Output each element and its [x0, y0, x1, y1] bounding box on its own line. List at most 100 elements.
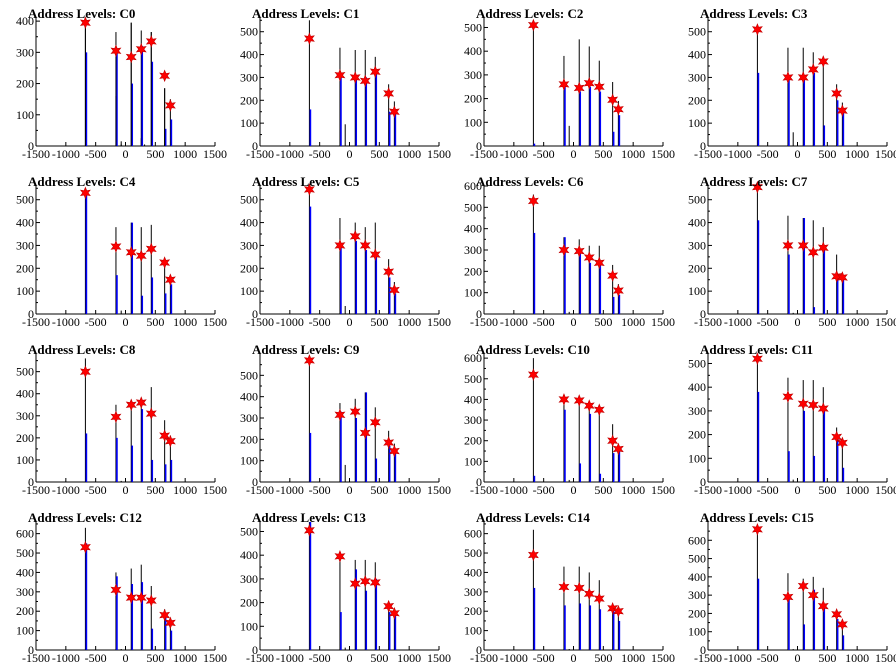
- star-marker: [135, 249, 147, 263]
- x-tick-label: 1500: [875, 483, 896, 497]
- chart-title: Address Levels: C7: [700, 174, 808, 189]
- star-marker: [573, 81, 585, 95]
- y-tick-label: 100: [464, 624, 482, 638]
- star-marker: [558, 243, 570, 257]
- x-tick-label: 1500: [875, 315, 896, 329]
- y-tick-label: 0: [252, 475, 258, 489]
- star-marker: [558, 78, 570, 91]
- x-tick-label: -500: [85, 315, 107, 329]
- chart-title: Address Levels: C13: [252, 510, 366, 525]
- x-tick-label: 1000: [173, 651, 197, 665]
- y-tick-label: 400: [16, 14, 34, 28]
- y-tick-label: 200: [464, 604, 482, 618]
- star-marker: [159, 256, 171, 269]
- chart-svg: 0 100 200 300 400 500 -1500 -1000 -500 0 500 1000 15…: [464, 18, 675, 161]
- x-tick-label: 0: [571, 315, 577, 329]
- y-tick-label: 0: [700, 475, 706, 489]
- y-tick-label: 400: [240, 390, 258, 404]
- chart-panel: 0 100 200 300 400 500 -1500 -1000 -500 0 500 1000 15…: [224, 336, 451, 504]
- star-marker: [527, 194, 539, 208]
- y-tick-label: 400: [464, 44, 482, 58]
- chart-title: Address Levels: C3: [700, 6, 808, 21]
- y-tick-label: 400: [688, 216, 706, 230]
- chart-panel: 0 100 200 300 400 500 600 -1500 -1000 -500 0 500 100…: [448, 168, 675, 336]
- x-tick-label: 1000: [397, 483, 421, 497]
- x-tick-label: 500: [818, 315, 836, 329]
- star-marker: [593, 256, 605, 270]
- star-marker: [145, 407, 157, 420]
- y-tick-label: 100: [240, 284, 258, 298]
- star-marker: [527, 368, 539, 381]
- star-marker: [164, 434, 176, 448]
- chart-title: Address Levels: C10: [476, 342, 590, 357]
- star-marker: [135, 591, 147, 604]
- x-tick-label: 500: [146, 483, 164, 497]
- star-marker: [751, 352, 763, 366]
- star-marker: [303, 523, 315, 537]
- x-tick-label: 500: [146, 651, 164, 665]
- x-tick-label: -1500: [22, 651, 50, 665]
- x-tick-label: 0: [123, 483, 129, 497]
- x-tick-label: -1000: [724, 315, 752, 329]
- y-tick-label: 600: [464, 179, 482, 193]
- x-tick-label: 1000: [173, 315, 197, 329]
- star-marker: [125, 245, 137, 259]
- x-tick-label: -1500: [246, 147, 274, 161]
- x-tick-label: -1000: [276, 651, 304, 665]
- chart-svg: 0 100 200 300 400 -1500 -1000 -500 0 500 1000 1500: [16, 14, 227, 161]
- star-marker: [359, 574, 371, 588]
- y-tick-label: 200: [16, 261, 34, 275]
- y-tick-label: 500: [240, 524, 258, 538]
- x-tick-label: 500: [594, 147, 612, 161]
- star-marker: [607, 93, 619, 107]
- star-marker: [607, 601, 619, 615]
- star-marker: [79, 540, 91, 554]
- x-tick-label: -1500: [246, 651, 274, 665]
- y-tick-label: 300: [688, 588, 706, 602]
- y-tick-label: 100: [240, 619, 258, 633]
- y-tick-label: 100: [688, 116, 706, 130]
- x-tick-label: -1000: [276, 483, 304, 497]
- star-marker: [110, 240, 122, 253]
- y-tick-label: 500: [688, 193, 706, 207]
- y-tick-label: 500: [464, 546, 482, 560]
- star-marker: [782, 71, 794, 84]
- x-tick-label: -500: [757, 315, 779, 329]
- star-marker: [359, 239, 371, 252]
- y-tick-label: 500: [464, 20, 482, 34]
- y-tick-label: 300: [464, 413, 482, 427]
- chart-panel: 0 100 200 300 400 500 -1500 -1000 -500 0 500 1000 15…: [0, 336, 227, 504]
- y-tick-label: 0: [252, 643, 258, 657]
- star-marker: [583, 587, 595, 601]
- chart-title: Address Levels: C2: [476, 6, 584, 21]
- y-tick-label: 200: [240, 432, 258, 446]
- y-tick-label: 100: [16, 108, 34, 122]
- y-tick-label: 100: [16, 284, 34, 298]
- y-tick-label: 200: [16, 604, 34, 618]
- star-marker: [388, 283, 400, 297]
- y-tick-label: 100: [464, 454, 482, 468]
- star-marker: [797, 397, 809, 411]
- chart-title: Address Levels: C12: [28, 510, 142, 525]
- chart-panel: 0 100 200 300 400 500 600 -1500 -1000 -500 0 500 100…: [448, 336, 675, 504]
- x-tick-label: -1500: [694, 483, 722, 497]
- star-marker: [79, 365, 91, 378]
- x-tick-label: -500: [85, 147, 107, 161]
- star-marker: [593, 80, 605, 94]
- chart-svg: 0 100 200 300 400 500 -1500 -1000 -500 0 500 1000 15…: [240, 183, 451, 329]
- y-tick-label: 400: [16, 565, 34, 579]
- chart-title: Address Levels: C9: [252, 342, 360, 357]
- x-tick-label: 0: [347, 147, 353, 161]
- star-marker: [612, 102, 624, 116]
- y-tick-label: 300: [16, 585, 34, 599]
- star-marker: [159, 69, 171, 83]
- star-marker: [125, 50, 137, 64]
- star-marker: [612, 604, 624, 618]
- x-tick-label: 1500: [651, 147, 675, 161]
- x-tick-label: 1500: [427, 315, 451, 329]
- x-tick-label: -1500: [22, 483, 50, 497]
- chart-panel: 0 100 200 300 400 -1500 -1000 -500 0 500 1000 1500 A…: [0, 0, 227, 168]
- y-tick-label: 400: [688, 570, 706, 584]
- x-tick-label: 500: [594, 483, 612, 497]
- star-marker: [807, 63, 819, 76]
